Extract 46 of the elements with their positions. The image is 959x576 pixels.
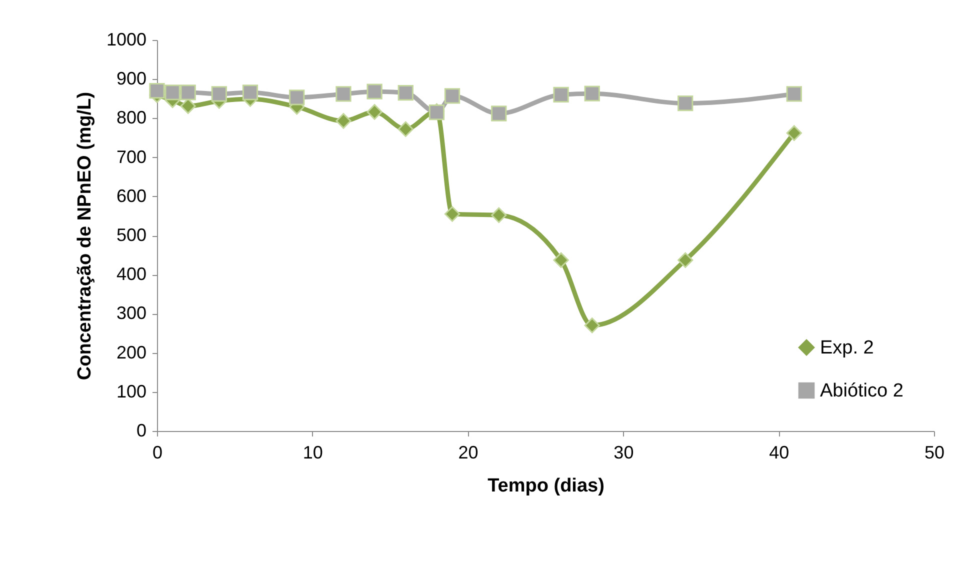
- x-tick-label: 40: [769, 442, 790, 462]
- x-tick-label: 0: [152, 442, 163, 462]
- y-tick-label: 600: [116, 186, 146, 206]
- point: [336, 113, 352, 129]
- y-tick-label: 400: [116, 264, 146, 284]
- y-tick-label: 1000: [106, 30, 146, 50]
- point: [180, 84, 196, 100]
- point: [553, 86, 569, 103]
- point: [164, 84, 180, 100]
- point: [786, 86, 802, 102]
- point: [678, 96, 694, 112]
- x-tick-label: 30: [614, 442, 634, 462]
- point: [149, 83, 165, 99]
- y-tick-label: 900: [116, 68, 146, 89]
- point: [242, 84, 258, 100]
- point: [444, 206, 460, 222]
- point: [398, 84, 414, 101]
- y-tick-label: 800: [116, 108, 146, 128]
- legend-label: Exp. 2: [820, 338, 874, 358]
- point: [584, 86, 600, 102]
- x-axis-title: Tempo (dias): [488, 476, 604, 496]
- point: [289, 90, 305, 106]
- y-tick-label: 200: [116, 342, 146, 362]
- point: [786, 125, 802, 141]
- point: [398, 121, 414, 137]
- y-tick-label: 700: [116, 146, 146, 167]
- legend-label: Abiótico 2: [820, 380, 904, 402]
- y-axis-title: Concentração de NPnEO (mg/L): [74, 92, 96, 380]
- y-tick-label: 0: [136, 420, 146, 440]
- x-tick-label: 10: [302, 442, 323, 462]
- point: [491, 106, 507, 122]
- x-tick-label: 20: [458, 442, 478, 462]
- point: [553, 252, 569, 268]
- y-tick-label: 500: [116, 225, 146, 245]
- point: [211, 86, 227, 102]
- y-tick-label: 300: [116, 303, 146, 324]
- y-tick-label: 100: [116, 381, 146, 402]
- point: [366, 84, 382, 100]
- point: [180, 98, 196, 114]
- point: [444, 88, 460, 104]
- point: [491, 207, 507, 223]
- point: [584, 318, 600, 334]
- point: [366, 104, 382, 120]
- x-tick-label: 50: [924, 442, 945, 462]
- point: [678, 252, 694, 268]
- point: [336, 86, 352, 102]
